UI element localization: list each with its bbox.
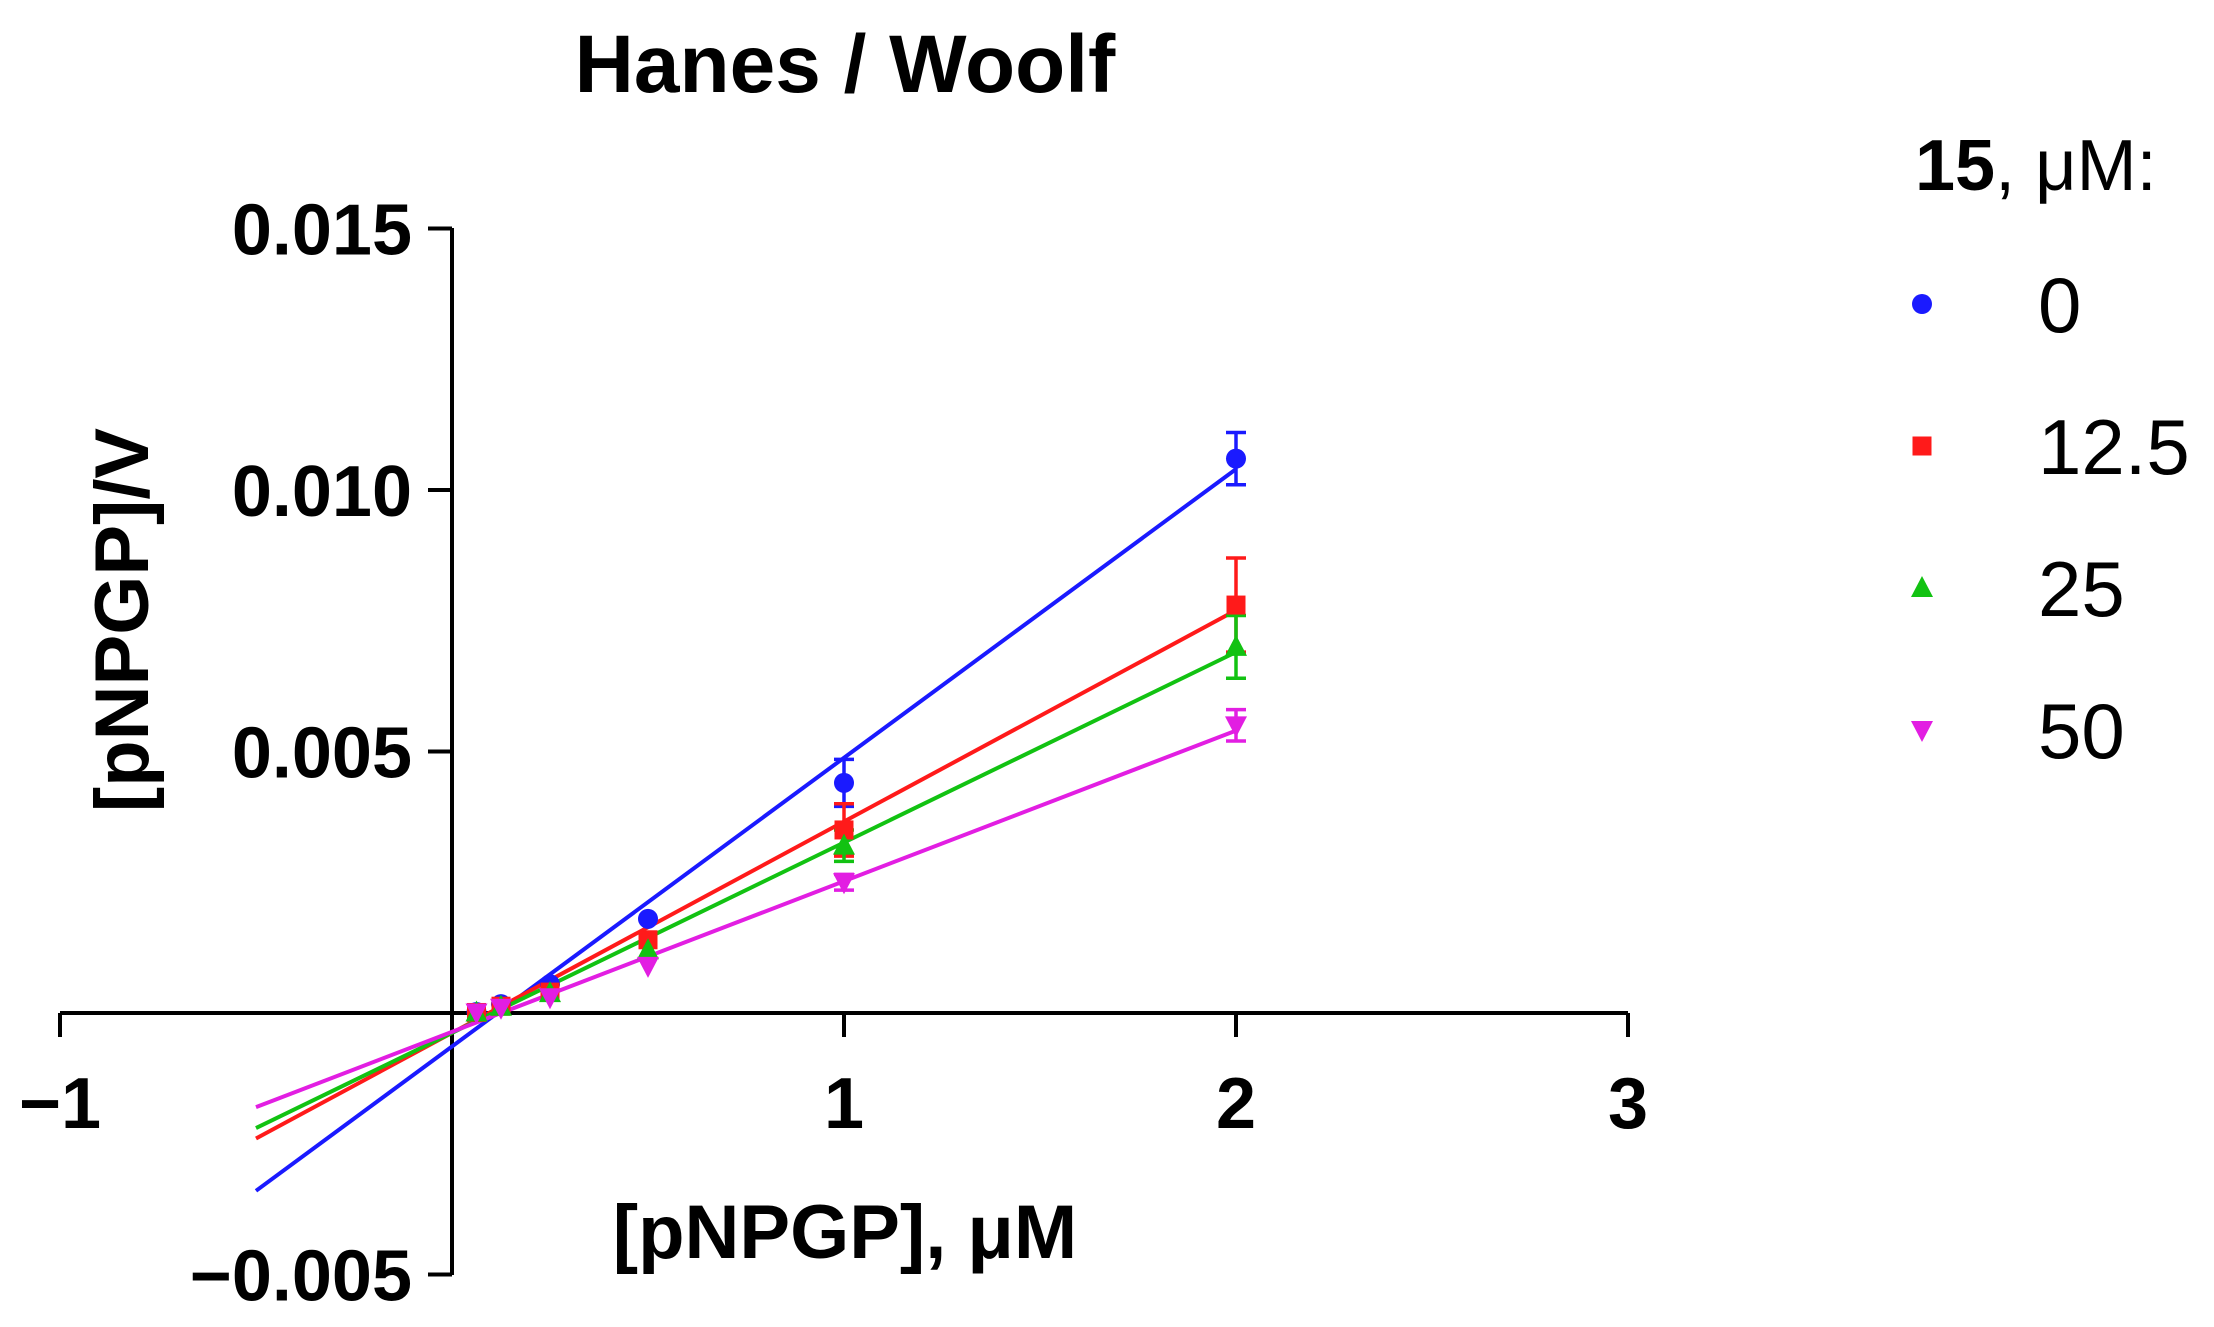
data-point-0 (834, 772, 854, 793)
data-point-12.5 (834, 820, 854, 840)
data-point-50 (637, 956, 659, 978)
fit-lines (254, 467, 1238, 1193)
x-tick-label: 2 (1216, 1064, 1256, 1144)
y-axis-ticks: −0.005 0.005 0.010 0.015 (190, 191, 452, 1317)
data-point-25 (1225, 634, 1247, 656)
fit-line-0 (254, 467, 1238, 1193)
chart-title: Hanes / Woolf (575, 19, 1116, 110)
legend-label: 0 (2038, 261, 2081, 349)
data-point-50 (1225, 716, 1247, 738)
legend-title: 15, μM: (1915, 126, 2157, 206)
y-tick-label: 0.015 (232, 191, 412, 271)
error-bars (834, 430, 1246, 892)
legend-marker-12.5 (1912, 436, 1932, 456)
x-axis-label: [pNPGP], μM (613, 1190, 1077, 1275)
legend-label: 12.5 (2038, 403, 2190, 491)
legend-marker-0 (1912, 294, 1932, 314)
data-point-25 (833, 833, 855, 855)
fit-line-12.5 (255, 608, 1237, 1141)
data-point-25 (637, 938, 659, 960)
y-tick-label: −0.005 (190, 1237, 412, 1317)
data-point-50 (465, 1003, 488, 1025)
y-axis-label: [pNPGP]/V (80, 428, 165, 813)
legend-label: 50 (2038, 687, 2125, 775)
legend-title-bold: 15 (1915, 126, 1995, 206)
legend-items: 0 12.5 25 50 (1911, 261, 2190, 775)
fit-line-25 (255, 650, 1237, 1130)
data-point-0 (1226, 448, 1246, 469)
data-point-50 (490, 998, 512, 1020)
fit-line-50 (255, 728, 1237, 1110)
data-point-12.5 (1226, 595, 1246, 615)
legend-marker-50 (1911, 721, 1933, 742)
data-point-50 (539, 988, 561, 1010)
data-point-0 (638, 908, 658, 929)
data-point-50 (833, 873, 855, 895)
legend-title-rest: , μM: (1995, 126, 2156, 206)
x-tick-label: 1 (824, 1064, 864, 1144)
x-tick-label: 3 (1608, 1064, 1648, 1144)
x-tick-label: −1 (19, 1064, 101, 1144)
y-tick-label: 0.005 (232, 714, 412, 794)
y-tick-label: 0.010 (232, 452, 412, 532)
data-points (465, 448, 1247, 1025)
legend: 15, μM: 0 12.5 25 50 (1911, 126, 2190, 775)
legend-label: 25 (2038, 545, 2125, 633)
x-axis-ticks: −1 1 2 3 (19, 1013, 1648, 1144)
legend-marker-25 (1911, 576, 1933, 597)
